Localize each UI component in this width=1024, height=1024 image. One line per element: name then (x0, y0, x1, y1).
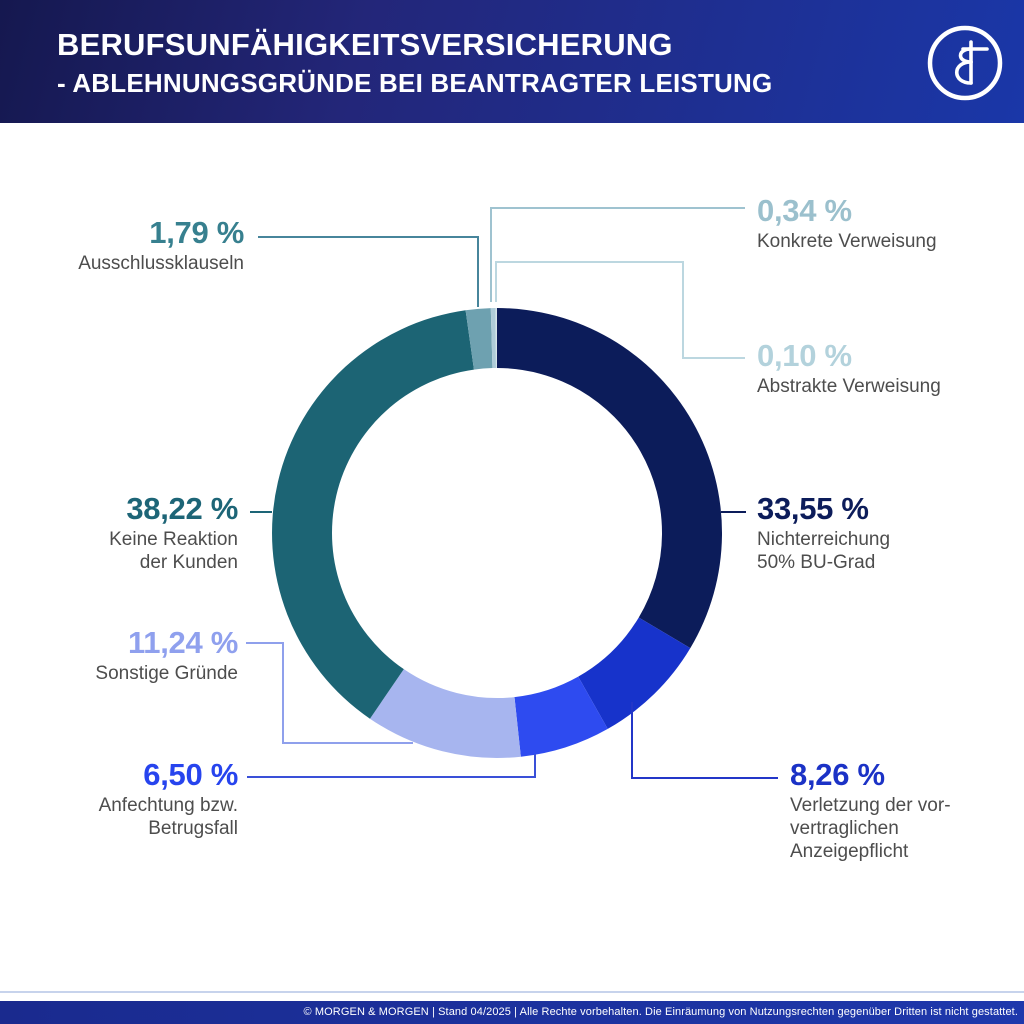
donut-segment-ausschlussklauseln (465, 308, 493, 370)
donut-segment-sonstige-gruende (369, 669, 521, 758)
donut-segment-verletzung-vorvertragliche-anzeigepflicht (578, 617, 691, 729)
donut-segment-abstrakte-verweisung (495, 307, 497, 368)
page-title: BERUFSUNFÄHIGKEITSVERSICHERUNG - ABLEHNU… (57, 26, 772, 100)
donut-segment-konkrete-verweisung (490, 308, 496, 369)
footer-copyright: © MORGEN & MORGEN | Stand 04/2025 | Alle… (303, 1006, 1018, 1018)
header-banner: BERUFSUNFÄHIGKEITSVERSICHERUNG - ABLEHNU… (0, 0, 1024, 123)
leader-line-sonstige-gruende (246, 642, 413, 744)
morgen-morgen-logo-icon (927, 25, 1003, 101)
leader-line-abstrakte-verweisung (495, 261, 745, 359)
leader-line-konkrete-verweisung (490, 207, 745, 302)
leader-line-ausschlussklauseln (258, 236, 479, 307)
donut-segment-keine-reaktion-der-kunden (272, 310, 474, 719)
donut-segment-nichterreichung-50-bu-grad (497, 308, 723, 649)
title-line-2: - ABLEHNUNGSGRÜNDE BEI BEANTRAGTER LEIST… (57, 68, 773, 99)
donut-segment-anfechtung-betrugsfall (514, 676, 608, 757)
title-line-1: BERUFSUNFÄHIGKEITSVERSICHERUNG (57, 27, 673, 62)
leader-line-verletzung-vorvertragliche-anzeigepflicht (631, 702, 778, 779)
leader-line-anfechtung-betrugsfall (247, 754, 536, 778)
footer-divider-line (0, 991, 1024, 993)
footer-bar: © MORGEN & MORGEN | Stand 04/2025 | Alle… (0, 1001, 1024, 1024)
